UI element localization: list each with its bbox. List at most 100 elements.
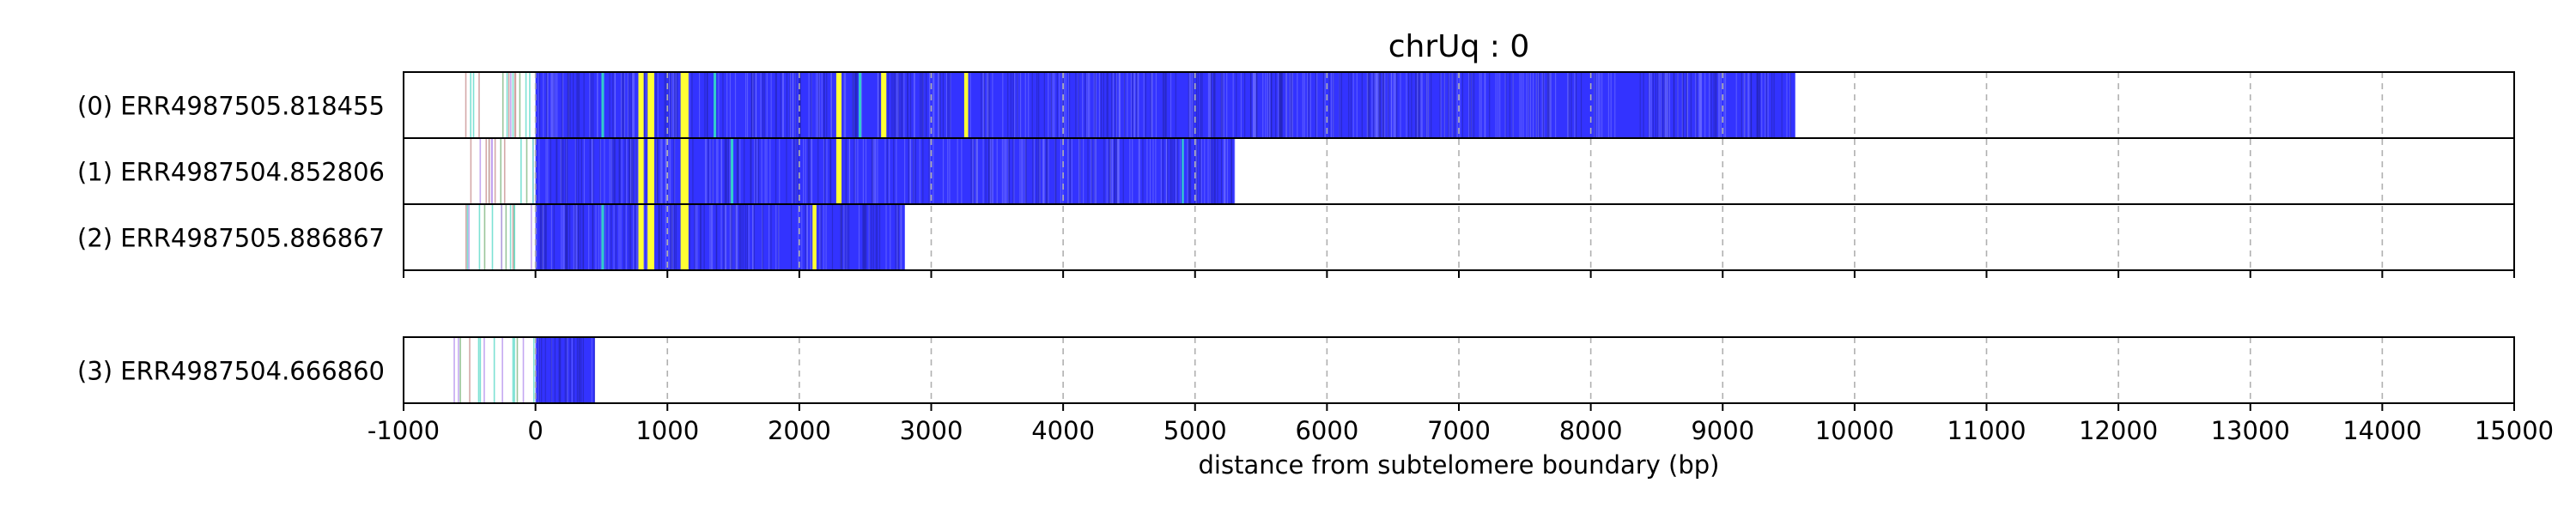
read-texture: [655, 72, 657, 138]
read-texture: [900, 72, 902, 138]
read-texture: [1715, 72, 1716, 138]
read-texture: [755, 138, 756, 204]
read-texture: [632, 72, 634, 138]
read-texture: [1710, 72, 1712, 138]
read-texture: [893, 138, 895, 204]
read-texture: [937, 72, 939, 138]
read-texture: [1024, 72, 1026, 138]
read-texture: [716, 204, 718, 270]
read-texture: [600, 204, 602, 270]
read-texture: [795, 72, 797, 138]
read-texture: [1017, 72, 1018, 138]
read-texture: [1087, 138, 1089, 204]
read-texture: [547, 72, 549, 138]
read-texture: [1115, 72, 1117, 138]
subtelomere-mark: [510, 72, 512, 138]
read-texture: [689, 72, 690, 138]
read-texture: [630, 72, 632, 138]
read-texture: [1134, 72, 1136, 138]
read-texture: [1193, 72, 1194, 138]
read-texture: [1196, 138, 1198, 204]
read-texture: [793, 138, 795, 204]
read-texture: [576, 204, 578, 270]
read-texture: [631, 138, 633, 204]
read-texture: [577, 72, 579, 138]
yellow-mark: [680, 72, 689, 138]
subtelomere-mark: [453, 337, 455, 403]
read-texture: [1112, 72, 1114, 138]
read-texture: [569, 337, 571, 403]
read-texture: [668, 138, 670, 204]
read-texture: [589, 138, 591, 204]
read-texture: [766, 138, 768, 204]
read-texture: [1643, 72, 1644, 138]
read-texture: [668, 72, 670, 138]
read-texture: [753, 204, 755, 270]
read-texture: [619, 138, 621, 204]
read-texture: [1136, 72, 1138, 138]
read-texture: [1696, 72, 1698, 138]
read-texture: [700, 204, 702, 270]
subtelomere-mark: [459, 337, 461, 403]
read-texture: [729, 72, 732, 138]
read-texture: [875, 204, 877, 270]
read-texture: [816, 72, 817, 138]
read-texture: [670, 138, 671, 204]
read-texture: [582, 337, 584, 403]
read-texture: [556, 72, 558, 138]
read-texture: [673, 204, 676, 270]
read-texture: [1112, 138, 1114, 204]
read-texture: [695, 204, 696, 270]
read-texture: [1698, 72, 1701, 138]
read-texture: [597, 72, 598, 138]
read-texture: [1036, 72, 1038, 138]
read-texture: [1361, 72, 1363, 138]
read-texture: [947, 72, 949, 138]
read-texture: [1142, 138, 1144, 204]
read-texture: [621, 138, 623, 204]
read-texture: [1421, 72, 1423, 138]
read-texture: [874, 138, 876, 204]
read-label: (0) ERR4987505.818455: [77, 92, 385, 121]
read-texture: [789, 72, 792, 138]
subtelomere-mark: [491, 138, 493, 204]
read-texture: [1103, 72, 1104, 138]
read-texture: [550, 204, 553, 270]
read-texture: [975, 138, 977, 204]
read-texture: [1473, 72, 1475, 138]
read-texture: [775, 138, 777, 204]
read-texture: [1315, 72, 1317, 138]
read-texture: [1234, 138, 1236, 204]
read-texture: [611, 138, 613, 204]
read-texture: [626, 138, 628, 204]
read-texture: [1059, 72, 1060, 138]
read-texture: [547, 138, 549, 204]
read-texture: [1580, 72, 1583, 138]
read-texture: [1479, 72, 1480, 138]
read-texture: [945, 72, 948, 138]
read-texture: [660, 204, 663, 270]
read-texture: [566, 138, 568, 204]
read-texture: [667, 72, 669, 138]
read-texture: [613, 204, 615, 270]
subtelomere-mark: [519, 72, 521, 138]
read-texture: [1761, 72, 1763, 138]
read-texture: [775, 72, 777, 138]
read-texture: [664, 72, 665, 138]
read-texture: [1100, 72, 1103, 138]
read-texture: [1114, 138, 1115, 204]
read-texture: [947, 138, 949, 204]
subtelomere-mark: [520, 138, 522, 204]
read-texture: [1195, 72, 1198, 138]
read-texture: [543, 204, 544, 270]
read-texture: [1639, 72, 1641, 138]
read-texture: [647, 204, 648, 270]
subtelomere-mark: [532, 138, 534, 204]
read-texture: [752, 204, 754, 270]
read-texture: [770, 204, 772, 270]
read-texture: [632, 204, 635, 270]
read-texture: [722, 72, 724, 138]
subtelomere-mark: [478, 204, 481, 270]
read-texture: [1720, 72, 1722, 138]
read-texture: [1686, 72, 1688, 138]
